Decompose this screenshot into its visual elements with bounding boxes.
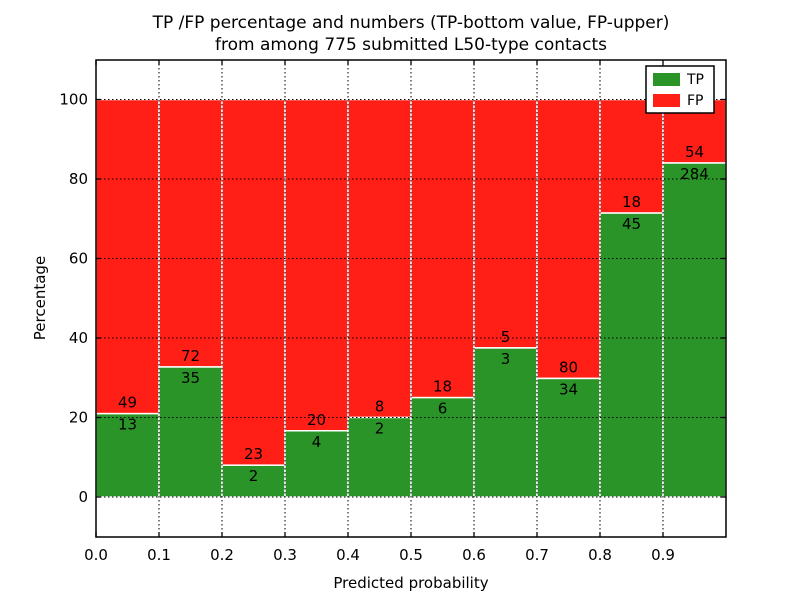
y-tick-label: 100	[59, 91, 88, 109]
x-tick-label: 0.3	[273, 546, 297, 564]
legend-label-fp: FP	[687, 93, 704, 109]
x-tick-label: 0.8	[588, 546, 612, 564]
bar-tp	[95, 412, 160, 498]
fp-count-label: 18	[622, 193, 641, 211]
tp-count-label: 13	[118, 416, 137, 434]
y-tick-label: 0	[78, 488, 88, 506]
x-tick-label: 0.0	[84, 546, 108, 564]
tp-count-label: 6	[438, 400, 448, 418]
fp-count-label: 49	[118, 394, 137, 412]
bar-tp	[662, 162, 727, 498]
bar-count-labels-layer: 49 13 72 35 23 2 20 4 8 2 18 6 5 3 80 34 18 45 54 284	[118, 143, 709, 485]
x-tick-label: 0.9	[651, 546, 675, 564]
legend-swatch-fp	[653, 94, 680, 107]
x-tick-label: 0.2	[210, 546, 234, 564]
tp-count-label: 35	[181, 369, 200, 387]
bar-fp	[536, 98, 601, 380]
y-tick-label: 80	[69, 170, 88, 188]
x-axis-label: Predicted probability	[333, 574, 488, 592]
bar-fp	[221, 98, 286, 466]
bar-tp	[473, 347, 538, 498]
tp-count-label: 34	[559, 380, 578, 398]
fp-count-label: 23	[244, 445, 263, 463]
gridlines-layer	[96, 60, 726, 537]
y-axis-label: Percentage	[31, 256, 49, 340]
bar-fp	[473, 98, 538, 349]
legend: TP FP	[645, 65, 715, 114]
bar-fp	[158, 98, 223, 368]
ticks-layer	[95, 60, 726, 537]
bar-tp	[284, 430, 349, 498]
x-tick-label: 0.4	[336, 546, 360, 564]
x-tick-label: 0.1	[147, 546, 171, 564]
x-tick-label: 0.6	[462, 546, 486, 564]
tp-count-label: 2	[375, 420, 385, 438]
bar-tp	[536, 377, 601, 498]
fp-count-label: 54	[685, 143, 704, 161]
tp-count-label: 4	[312, 433, 322, 451]
tp-count-label: 45	[622, 215, 641, 233]
y-tick-label: 20	[69, 409, 88, 427]
bar-fp	[410, 98, 475, 399]
fp-count-label: 72	[181, 347, 200, 365]
fp-count-label: 5	[501, 328, 511, 346]
x-tick-label: 0.5	[399, 546, 423, 564]
tp-count-label: 3	[501, 350, 511, 368]
bars-layer	[95, 98, 727, 498]
fp-count-label: 8	[375, 398, 385, 416]
bar-fp	[95, 98, 160, 415]
x-tick-label: 0.7	[525, 546, 549, 564]
fp-count-label: 80	[559, 358, 578, 376]
y-tick-label: 60	[69, 250, 88, 268]
chart-title-line-2: from among 775 submitted L50-type contac…	[215, 35, 607, 55]
chart-title-line-1: TP /FP percentage and numbers (TP-bottom…	[152, 13, 670, 33]
fp-count-label: 20	[307, 411, 326, 429]
tick-labels-layer: 0.0 0.1 0.2 0.3 0.4 0.5 0.6 0.7 0.8 0.9 0 20 40 60 80 1…	[59, 91, 675, 565]
bar-tp	[347, 416, 412, 498]
y-tick-label: 40	[69, 329, 88, 347]
tp-count-label: 2	[249, 467, 259, 485]
legend-swatch-tp	[653, 73, 680, 86]
tp-count-label: 284	[680, 165, 709, 183]
legend-label-tp: TP	[686, 72, 704, 88]
fp-count-label: 18	[433, 378, 452, 396]
bar-tp	[599, 212, 664, 498]
bar-fp	[284, 98, 349, 432]
bar-tp	[410, 396, 475, 498]
